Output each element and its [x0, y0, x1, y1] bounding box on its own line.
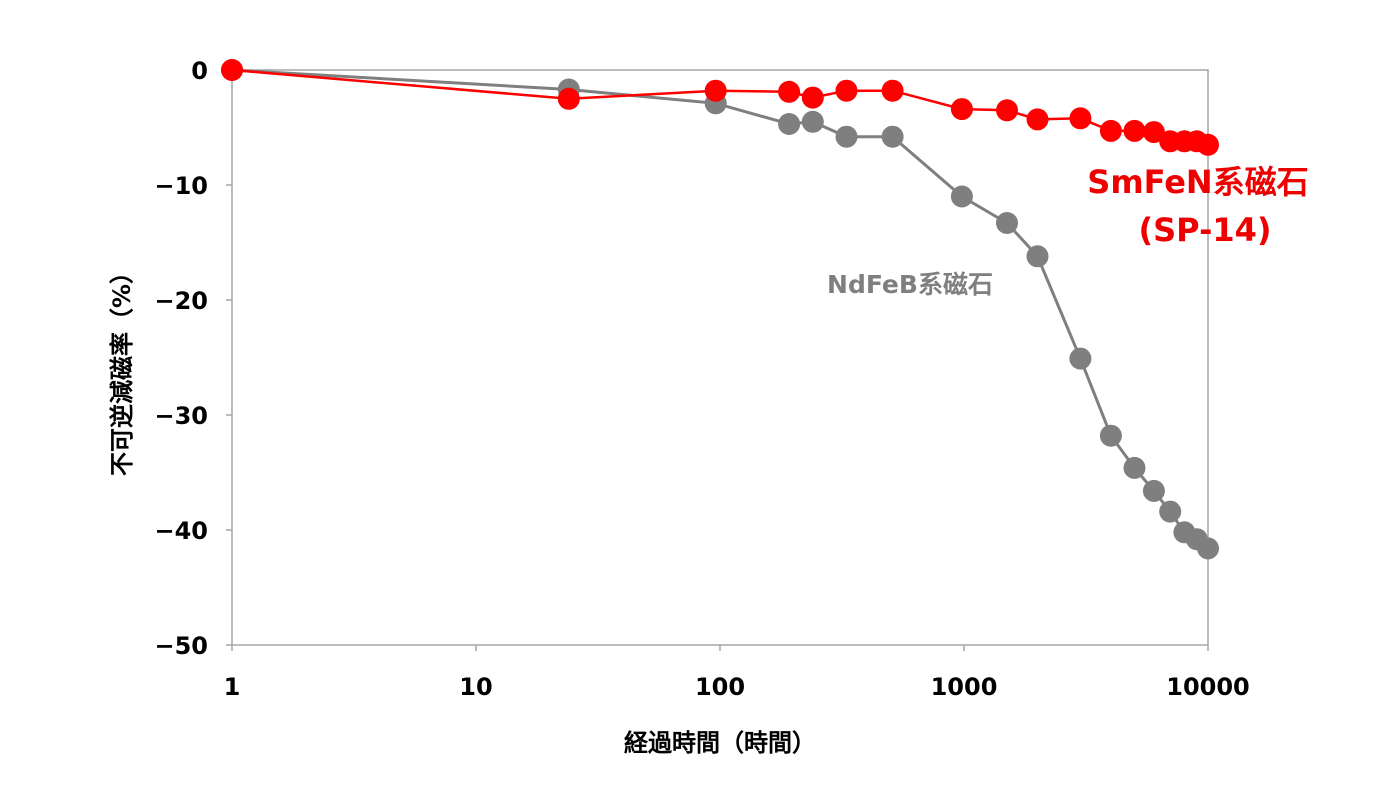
- data-point: [950, 185, 973, 208]
- data-point: [1123, 456, 1146, 479]
- data-point: [1026, 108, 1049, 131]
- data-point: [881, 79, 904, 102]
- data-point: [1123, 119, 1146, 142]
- data-point: [835, 125, 858, 148]
- series-smfen: [221, 59, 1219, 156]
- data-point: [1069, 347, 1092, 370]
- x-tick-label: 1: [224, 673, 241, 701]
- x-tick-label: 10: [459, 673, 492, 701]
- series-label-ndfeb: NdFeB系磁石: [827, 270, 993, 299]
- data-point: [1197, 537, 1219, 560]
- x-axis-ticks: 1 10 100 1000 10000: [224, 645, 1250, 701]
- x-axis-title: 経過時間（時間）: [624, 729, 816, 757]
- series-layer: [221, 59, 1219, 560]
- y-tick-label: −30: [154, 402, 208, 430]
- data-point: [1069, 107, 1092, 130]
- y-tick-label: −40: [154, 517, 208, 545]
- data-point: [1142, 121, 1165, 144]
- data-point: [1099, 424, 1122, 447]
- data-point: [557, 87, 580, 110]
- data-point: [881, 125, 904, 148]
- data-point: [801, 86, 824, 109]
- plot-area: [231, 69, 1209, 646]
- y-tick-label: −50: [154, 632, 208, 660]
- series-label-smfen: SmFeN系磁石: [1087, 163, 1308, 201]
- data-point: [996, 212, 1018, 234]
- data-point: [1099, 119, 1122, 142]
- data-point: [778, 80, 801, 103]
- x-tick-label: 1000: [931, 673, 998, 701]
- y-tick-label: −20: [154, 287, 208, 315]
- y-axis-title: 不可逆減磁率（%）: [108, 260, 136, 476]
- data-point: [1026, 245, 1049, 268]
- y-tick-label: 0: [191, 57, 208, 85]
- data-point: [801, 110, 824, 133]
- x-tick-label: 100: [695, 673, 745, 701]
- data-point: [221, 59, 243, 81]
- series-label-smfen-grade: (SP-14): [1139, 211, 1272, 249]
- data-point: [996, 99, 1018, 122]
- data-point: [950, 98, 973, 121]
- data-point: [704, 79, 727, 102]
- data-point: [835, 79, 858, 102]
- y-axis-ticks: 0 −10 −20 −30 −40 −50: [154, 57, 232, 660]
- x-tick-label: 10000: [1166, 673, 1250, 701]
- data-point: [1159, 500, 1182, 523]
- data-point: [1197, 133, 1219, 156]
- y-tick-label: −10: [154, 172, 208, 200]
- data-point: [778, 113, 801, 135]
- data-point: [1142, 479, 1165, 502]
